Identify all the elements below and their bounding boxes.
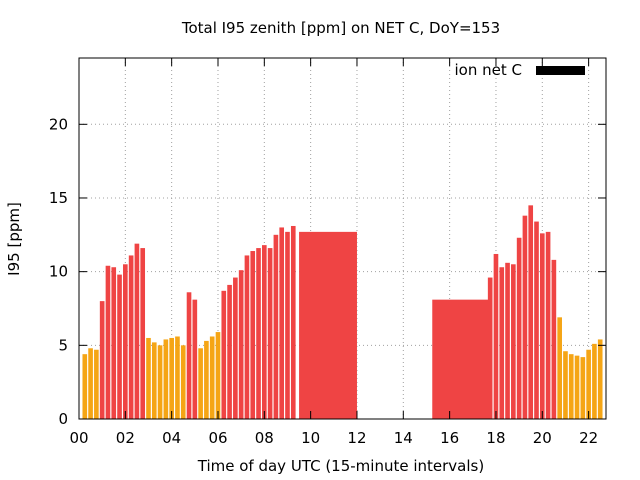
bar: [285, 231, 290, 419]
plot-frame: [78, 57, 607, 420]
bar: [279, 227, 285, 419]
x-tick-label: 08: [255, 429, 274, 447]
bar: [528, 205, 534, 419]
bar: [175, 336, 180, 419]
bar: [487, 277, 493, 419]
bar: [180, 345, 186, 419]
bar: [563, 351, 568, 419]
bar: [586, 349, 591, 419]
bar: [522, 215, 528, 419]
bar: [256, 248, 261, 419]
y-tick-label: 10: [49, 263, 68, 281]
bars: [82, 205, 603, 419]
bar: [568, 354, 574, 419]
bar: [163, 339, 169, 419]
bar: [244, 255, 250, 419]
bar: [516, 237, 522, 419]
bar: [146, 337, 151, 419]
bar: [198, 348, 203, 419]
x-tick-label: 16: [440, 429, 459, 447]
bar: [557, 317, 562, 419]
bar: [580, 357, 586, 419]
bar: [227, 284, 232, 419]
bar: [511, 264, 516, 419]
bar: [209, 336, 215, 419]
bar: [273, 234, 279, 419]
legend-label: ion net C: [455, 61, 522, 79]
x-tick-label: 18: [486, 429, 505, 447]
bar: [493, 253, 499, 419]
bar: [233, 277, 238, 419]
bar: [204, 340, 209, 419]
bar: [215, 332, 221, 419]
bar: [539, 233, 545, 419]
bar: [111, 267, 117, 419]
bar: [128, 255, 134, 419]
bar: [505, 262, 510, 419]
bar: [499, 267, 505, 419]
x-tick-label: 04: [162, 429, 181, 447]
bar: [88, 348, 93, 419]
tick-labels: 0 5 10 15 20 00 02 04 06 08 10 12 14 16 18 20 22: [49, 115, 598, 447]
x-tick-label: 10: [301, 429, 320, 447]
y-tick-label: 0: [58, 410, 68, 428]
ticks: [78, 58, 606, 420]
bar: [545, 231, 551, 419]
x-tick-label: 22: [579, 429, 598, 447]
y-axis-label: I95 [ppm]: [5, 202, 23, 276]
x-tick-label: 00: [69, 429, 88, 447]
chart-title: Total I95 zenith [ppm] on NET C, DoY=153: [181, 19, 500, 37]
bar: [169, 337, 174, 419]
x-tick-label: 20: [533, 429, 552, 447]
bar: [99, 301, 105, 419]
bar: [592, 343, 597, 419]
bar: [157, 345, 163, 419]
bar: [534, 221, 539, 419]
bar: [105, 265, 111, 419]
legend-swatch: [536, 66, 585, 75]
x-tick-label: 14: [394, 429, 413, 447]
x-axis-label: Time of day UTC (15-minute intervals): [197, 457, 484, 475]
bar: [290, 225, 296, 419]
bar: [597, 339, 603, 419]
bar: [221, 290, 227, 419]
bar: [250, 251, 256, 419]
bar: [238, 270, 244, 419]
bar: [192, 299, 198, 419]
bar: [140, 248, 146, 419]
bar: [151, 342, 157, 419]
bar: [432, 299, 491, 419]
legend: ion net C: [455, 61, 585, 79]
y-tick-label: 15: [49, 189, 68, 207]
x-tick-label: 12: [347, 429, 366, 447]
bar: [82, 354, 88, 419]
bar: [262, 245, 267, 419]
x-tick-label: 02: [116, 429, 135, 447]
bar: [574, 355, 580, 419]
y-tick-label: 20: [49, 115, 68, 133]
bar: [94, 349, 99, 419]
bar: [299, 231, 357, 419]
bar: [186, 292, 192, 419]
bar: [134, 243, 140, 419]
bar: [267, 248, 273, 419]
bar: [551, 259, 557, 419]
y-tick-label: 5: [58, 336, 68, 354]
x-tick-label: 06: [208, 429, 227, 447]
bar: [117, 274, 122, 419]
bar: [123, 264, 128, 419]
